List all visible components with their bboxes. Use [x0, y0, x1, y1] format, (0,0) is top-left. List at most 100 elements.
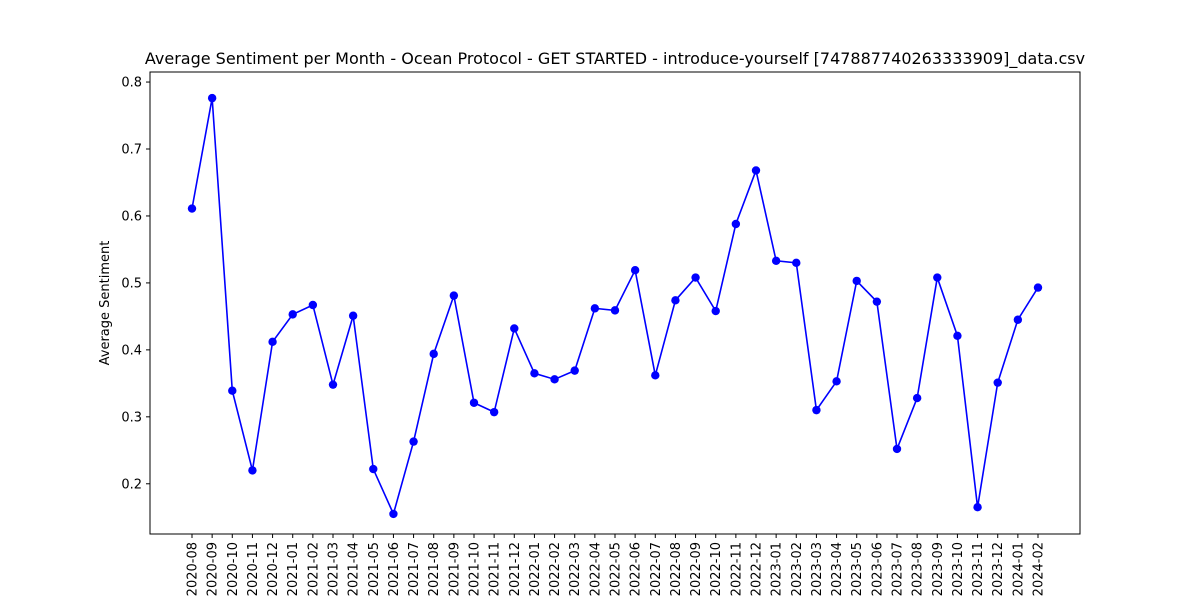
chart-title: Average Sentiment per Month - Ocean Prot… — [145, 49, 1085, 69]
x-tick-label: 2023-10 — [951, 542, 966, 596]
data-point — [248, 466, 257, 475]
x-tick-label: 2021-11 — [488, 542, 503, 596]
x-tick-label: 2023-11 — [971, 542, 986, 596]
x-tick-label: 2021-04 — [347, 542, 362, 596]
x-tick-label: 2022-11 — [729, 542, 744, 596]
data-point — [308, 300, 318, 310]
data-point — [912, 393, 922, 403]
data-point — [792, 258, 801, 268]
data-point — [852, 276, 861, 286]
x-tick-label: 2020-10 — [226, 542, 241, 596]
x-tick-label: 2023-05 — [850, 542, 865, 596]
y-tick-label: 0.5 — [121, 276, 142, 291]
x-tick-label: 2023-01 — [770, 542, 785, 596]
data-point — [771, 256, 781, 266]
data-point — [489, 407, 499, 417]
x-tick-label: 2021-03 — [327, 542, 342, 596]
data-point — [409, 437, 418, 446]
x-tick-label: 2023-07 — [891, 542, 906, 596]
series-average-sentiment — [187, 93, 1043, 519]
x-tick-label: 2023-02 — [790, 542, 805, 596]
data-point — [530, 369, 539, 378]
data-point — [429, 349, 438, 359]
x-tick-label: 2021-10 — [468, 542, 483, 596]
x-tick-label: 2020-09 — [206, 542, 221, 596]
data-point — [207, 93, 217, 103]
x-tick-label: 2020-08 — [186, 542, 201, 596]
x-tick-label: 2023-08 — [911, 542, 926, 596]
data-point — [268, 337, 277, 347]
x-tick-label: 2022-04 — [588, 542, 603, 596]
x-tick-label: 2023-03 — [810, 542, 825, 596]
data-point — [711, 306, 720, 316]
data-point — [630, 265, 640, 275]
x-tick-label: 2022-09 — [689, 542, 704, 596]
data-point — [187, 204, 197, 213]
data-point — [570, 366, 579, 375]
x-tick-label: 2024-01 — [1011, 542, 1026, 596]
data-point — [590, 304, 600, 313]
x-tick-label: 2022-05 — [609, 542, 624, 596]
data-point — [651, 371, 660, 380]
y-tick-label: 0.6 — [121, 209, 142, 224]
data-point — [1033, 283, 1043, 292]
x-tick-label: 2023-04 — [830, 542, 845, 596]
data-point — [892, 444, 902, 454]
x-tick-label: 2022-02 — [548, 542, 563, 596]
x-tick-label: 2020-11 — [246, 542, 261, 596]
x-tick-label: 2022-06 — [629, 542, 644, 596]
data-point — [550, 375, 559, 384]
x-tick-label: 2022-08 — [669, 542, 684, 596]
x-tick-label: 2021-01 — [286, 542, 301, 596]
x-tick-label: 2022-03 — [568, 542, 583, 596]
x-tick-label: 2023-09 — [931, 542, 946, 596]
data-point — [348, 311, 358, 320]
x-tick-label: 2021-09 — [447, 542, 462, 596]
y-tick-label: 0.4 — [121, 343, 142, 358]
x-tick-label: 2022-12 — [750, 542, 765, 596]
y-axis-ticks: 0.2 0.3 0.4 0.5 0.6 0.7 0.8 — [121, 76, 150, 492]
data-point — [328, 380, 338, 389]
x-tick-label: 2021-06 — [387, 542, 402, 596]
data-point — [1013, 315, 1023, 324]
data-point — [953, 331, 962, 341]
data-point — [228, 386, 237, 395]
data-point — [933, 273, 942, 282]
plot-area-frame — [149, 71, 1081, 535]
x-tick-label: 2021-07 — [407, 542, 422, 596]
x-axis-ticks: 2020-08 2020-09 2020-10 2020-11 2020-12 2021-… — [186, 534, 1047, 596]
data-point — [751, 166, 761, 175]
x-tick-label: 2023-12 — [991, 542, 1006, 596]
y-axis-label: Average Sentiment — [98, 241, 113, 366]
x-tick-label: 2021-05 — [367, 542, 382, 596]
y-tick-label: 0.7 — [121, 143, 142, 158]
data-point — [469, 398, 479, 407]
x-tick-label: 2024-02 — [1032, 542, 1047, 596]
x-tick-label: 2021-12 — [508, 542, 523, 596]
y-tick-label: 0.8 — [121, 76, 142, 91]
data-point — [973, 503, 982, 512]
data-point — [812, 405, 821, 415]
y-tick-label: 0.3 — [121, 410, 142, 425]
data-point — [872, 297, 882, 306]
data-point — [610, 306, 620, 315]
data-point — [389, 509, 398, 519]
x-tick-label: 2021-08 — [427, 542, 442, 596]
data-point — [510, 324, 519, 333]
data-point — [671, 296, 680, 305]
x-tick-label: 2020-12 — [266, 542, 281, 596]
data-point — [449, 291, 459, 300]
data-point — [369, 464, 378, 474]
x-tick-label: 2022-01 — [528, 542, 543, 596]
x-tick-label: 2021-02 — [306, 542, 321, 596]
data-point — [288, 310, 297, 319]
y-tick-label: 0.2 — [121, 477, 142, 492]
data-point — [993, 378, 1002, 387]
data-point — [691, 273, 700, 282]
data-point — [832, 377, 841, 386]
x-tick-label: 2023-06 — [870, 542, 885, 596]
x-tick-label: 2022-07 — [649, 542, 664, 596]
data-point — [731, 219, 741, 229]
